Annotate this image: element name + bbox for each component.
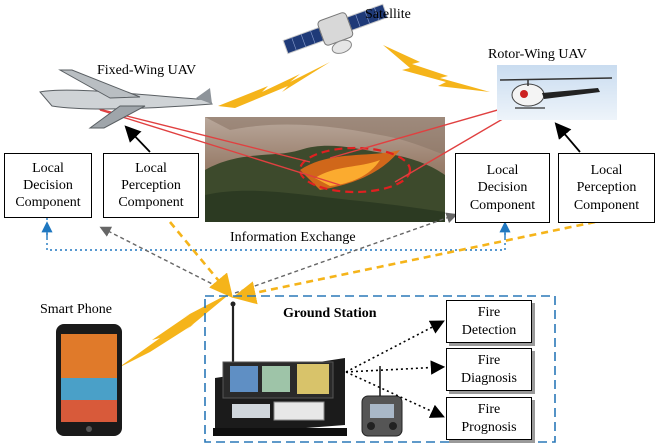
fire-prognosis-line-2: Prognosis [461,419,517,435]
remote-controller-icon [361,366,403,437]
fire-diagnosis-line-1: Fire [477,353,501,369]
fixed-wing-uav-label: Fixed-Wing UAV [97,63,197,78]
fire-detection-line-2: Detection [461,322,517,338]
left-decision-line-2: Decision [23,177,73,193]
ground-station-console [213,358,347,436]
right-perception-line-3: Component [573,197,640,213]
sensing-lines [94,104,519,186]
left-perception-line-3: Component [118,195,184,211]
left-perception-line-1: Local [135,160,167,176]
smart-phone-icon [56,324,122,436]
wildfire-photo [205,117,445,222]
information-exchange-label: Information Exchange [230,230,356,245]
left-decision-line-3: Component [15,195,81,211]
wireless-links [118,45,490,368]
right-decision-line-2: Decision [477,180,528,196]
fire-diagnosis-line-2: Diagnosis [461,370,517,386]
satellite-icon [282,3,389,55]
ground-station-label: Ground Station [283,306,377,321]
left-local-perception-component: Local Perception Component [103,153,199,218]
left-decision-line-1: Local [32,160,64,176]
smart-phone-label: Smart Phone [40,302,112,317]
fire-diagnosis-box: Fire Diagnosis [446,348,532,391]
rotor-wing-uav-icon [497,65,617,120]
left-local-decision-component: Local Decision Component [4,153,92,218]
satellite-label: Satellite [365,7,411,22]
right-decision-line-3: Component [469,197,536,213]
right-perception-line-1: Local [590,163,623,179]
ground-station-frame [204,295,556,443]
right-decision-line-1: Local [486,163,519,179]
right-perception-line-2: Perception [576,180,637,196]
fixed-wing-uav-icon [39,69,213,129]
rotor-wing-uav-label: Rotor-Wing UAV [488,47,587,62]
left-perception-line-2: Perception [121,177,181,193]
info-exchange-links [99,212,458,294]
fire-prognosis-line-1: Fire [477,402,501,418]
fire-detection-box: Fire Detection [446,300,532,343]
fire-prognosis-box: Fire Prognosis [446,397,532,440]
fire-detection-line-1: Fire [477,305,501,321]
right-local-perception-component: Local Perception Component [558,153,655,223]
right-local-decision-component: Local Decision Component [455,153,550,223]
